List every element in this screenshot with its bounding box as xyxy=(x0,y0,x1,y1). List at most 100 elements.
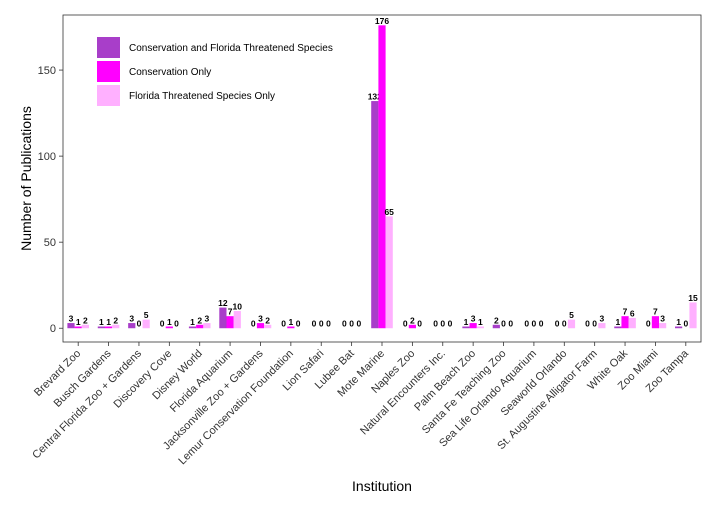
data-label: 3 xyxy=(69,314,74,324)
data-label: 0 xyxy=(403,319,408,329)
data-label: 0 xyxy=(296,319,301,329)
data-label: 0 xyxy=(524,319,529,329)
data-label: 7 xyxy=(228,307,233,317)
data-label: 0 xyxy=(501,319,506,329)
data-label: 0 xyxy=(417,319,422,329)
bar-2 xyxy=(226,316,234,329)
data-label: 0 xyxy=(433,319,438,329)
data-label: 2 xyxy=(113,315,118,325)
data-label: 2 xyxy=(494,315,499,325)
bar-2 xyxy=(408,324,416,329)
data-label: 0 xyxy=(326,319,331,329)
legend-label: Conservation Only xyxy=(129,67,211,78)
data-label: 0 xyxy=(508,319,513,329)
data-label: 65 xyxy=(384,207,394,217)
data-label: 0 xyxy=(319,319,324,329)
data-label: 0 xyxy=(356,319,361,329)
data-label: 0 xyxy=(342,319,347,329)
data-label: 12 xyxy=(218,298,228,308)
data-label: 3 xyxy=(660,314,665,324)
data-label: 6 xyxy=(630,308,635,318)
data-label: 0 xyxy=(312,319,317,329)
bar-3 xyxy=(233,311,241,329)
data-label: 2 xyxy=(197,315,202,325)
data-label: 1 xyxy=(464,317,469,327)
bar-2 xyxy=(469,323,477,329)
legend-swatch xyxy=(97,37,120,58)
legend-swatch xyxy=(97,61,120,82)
data-label: 1 xyxy=(167,317,172,327)
bar-3 xyxy=(628,317,636,329)
data-label: 0 xyxy=(562,319,567,329)
bar-1 xyxy=(492,324,500,329)
data-label: 0 xyxy=(174,319,179,329)
data-label: 132 xyxy=(368,92,382,102)
data-label: 7 xyxy=(653,307,658,317)
data-label: 15 xyxy=(688,293,698,303)
data-label: 3 xyxy=(205,314,210,324)
bar-3 xyxy=(659,323,667,329)
y-tick-label: 100 xyxy=(38,151,56,163)
bar-3 xyxy=(142,319,150,329)
bar-2 xyxy=(165,326,173,329)
bar-2 xyxy=(256,323,265,329)
bar-2 xyxy=(378,25,386,329)
legend-swatch xyxy=(97,85,120,106)
data-label: 1 xyxy=(76,317,81,327)
bar-1 xyxy=(67,323,75,329)
bar-1 xyxy=(188,326,197,329)
bar-3 xyxy=(689,302,697,329)
data-label: 1 xyxy=(99,317,104,327)
bar-1 xyxy=(97,326,105,329)
data-label: 0 xyxy=(440,319,445,329)
bar-2 xyxy=(104,326,113,329)
legend-label: Florida Threatened Species Only xyxy=(129,91,275,102)
data-label: 0 xyxy=(160,319,165,329)
bar-2 xyxy=(196,324,204,329)
data-label: 2 xyxy=(83,315,88,325)
bar-3 xyxy=(112,324,120,329)
bar-3 xyxy=(476,326,484,329)
bar-3 xyxy=(598,323,606,329)
y-tick-label: 150 xyxy=(38,65,56,77)
bar-3 xyxy=(567,319,576,329)
bar-1 xyxy=(462,326,470,329)
bar-2 xyxy=(651,316,660,329)
data-label: 10 xyxy=(233,302,243,312)
data-label: 3 xyxy=(129,314,134,324)
bar-2 xyxy=(74,326,82,329)
data-label: 2 xyxy=(410,315,415,325)
data-label: 0 xyxy=(592,319,597,329)
data-label: 0 xyxy=(281,319,286,329)
y-tick-label: 0 xyxy=(50,323,56,335)
bar-3 xyxy=(385,216,393,329)
data-label: 0 xyxy=(137,319,142,329)
bar-1 xyxy=(675,326,683,329)
data-label: 0 xyxy=(251,319,256,329)
data-label: 176 xyxy=(375,16,389,26)
data-label: 0 xyxy=(532,319,537,329)
data-label: 1 xyxy=(190,317,195,327)
data-label: 1 xyxy=(615,317,620,327)
data-label: 0 xyxy=(448,319,453,329)
legend-label: Conservation and Florida Threatened Spec… xyxy=(129,43,333,54)
y-axis-title: Number of Publications xyxy=(18,106,34,251)
data-label: 5 xyxy=(144,310,149,320)
data-label: 0 xyxy=(349,319,354,329)
bar-3 xyxy=(81,324,89,329)
bar-3 xyxy=(203,323,211,329)
data-label: 0 xyxy=(585,319,590,329)
data-label: 3 xyxy=(471,314,476,324)
data-label: 1 xyxy=(288,317,293,327)
bar-2 xyxy=(287,326,295,329)
data-label: 0 xyxy=(646,319,651,329)
data-label: 1 xyxy=(478,317,483,327)
data-label: 7 xyxy=(623,307,628,317)
data-label: 1 xyxy=(676,317,681,327)
data-label: 0 xyxy=(683,319,688,329)
bar-1 xyxy=(614,326,622,329)
data-label: 0 xyxy=(539,319,544,329)
data-label: 2 xyxy=(265,315,270,325)
data-label: 1 xyxy=(106,317,111,327)
